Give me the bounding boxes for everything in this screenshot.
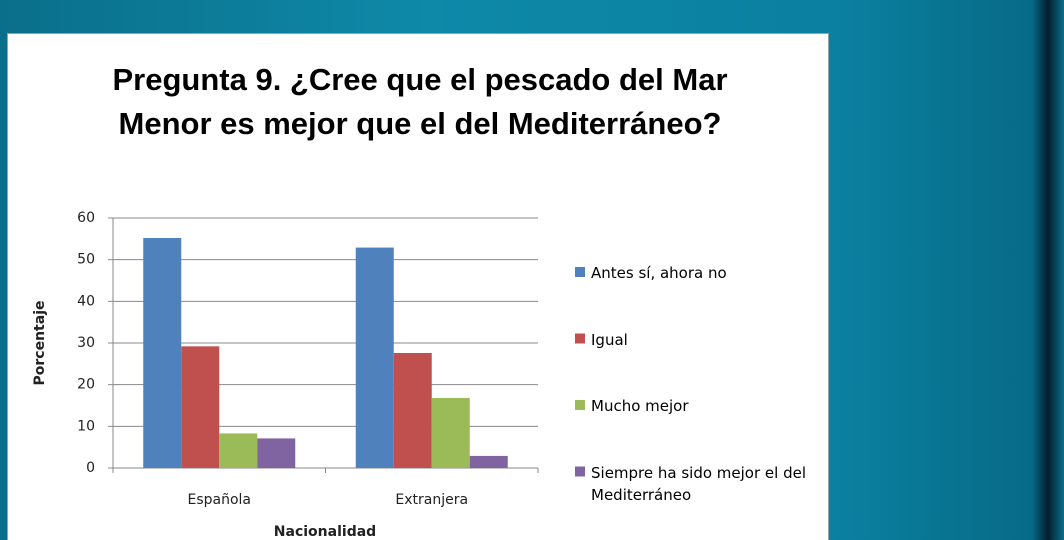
legend-swatch — [575, 466, 585, 477]
legend-label: Siempre ha sido mejor el del Mediterráne… — [591, 463, 807, 504]
y-tick-label: 20 — [77, 377, 95, 393]
x-tick-label: Extranjera — [395, 492, 468, 508]
chart-title: Pregunta 9. ¿Cree que el pescado del Mar… — [112, 62, 728, 141]
bar — [431, 398, 470, 468]
y-tick-label: 0 — [86, 460, 95, 476]
bar — [355, 247, 394, 468]
bar — [393, 353, 432, 468]
legend-swatch — [575, 400, 585, 410]
y-axis-label: Porcentaje — [32, 301, 48, 386]
bar — [143, 238, 182, 468]
legend-label: Mucho mejor — [591, 397, 689, 415]
bar — [469, 455, 508, 468]
legend-label: Igual — [591, 330, 628, 349]
legend-swatch — [575, 333, 585, 344]
bar — [219, 433, 258, 468]
y-tick-label: 40 — [77, 293, 95, 309]
y-tick-label: 10 — [77, 418, 95, 434]
y-tick-label: 50 — [77, 252, 95, 268]
legend-label: Antes sí, ahora no — [591, 264, 727, 282]
bar — [181, 346, 220, 468]
y-tick-label: 60 — [77, 210, 95, 226]
x-axis-label: Nacionalidad — [274, 524, 376, 540]
bar — [257, 438, 296, 468]
y-tick-label: 30 — [77, 335, 95, 351]
legend-swatch — [575, 267, 585, 277]
x-tick-label: Española — [187, 492, 251, 508]
